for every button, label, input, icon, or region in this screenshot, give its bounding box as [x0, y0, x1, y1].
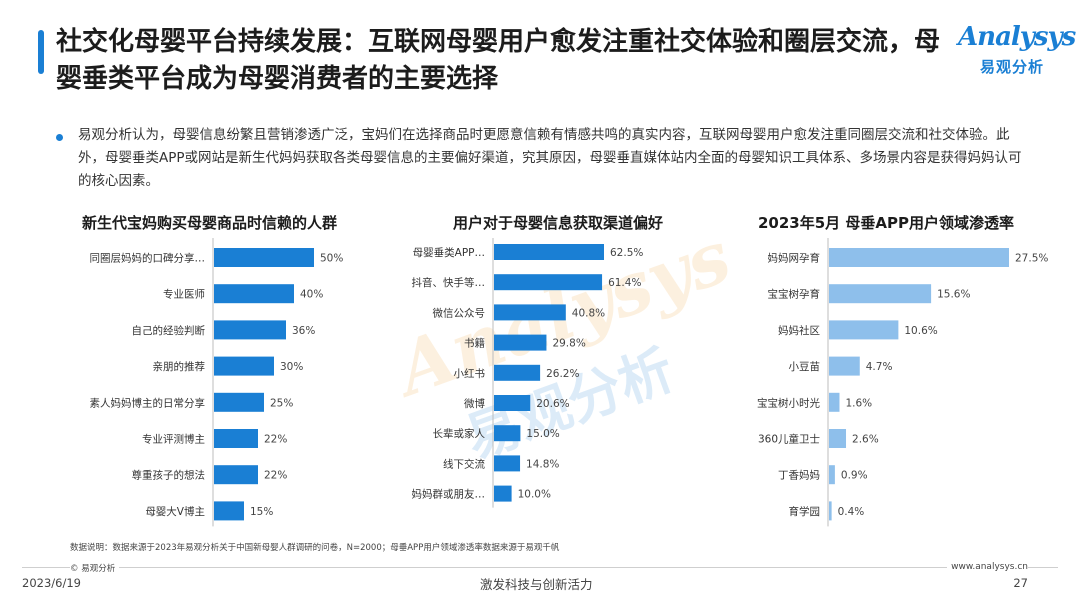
data-label: 2.6%	[852, 434, 879, 446]
footer-divider	[22, 567, 1058, 568]
category-label: 微博	[464, 397, 485, 410]
bar	[829, 465, 835, 485]
data-label: 4.7%	[866, 361, 893, 373]
bullet-icon	[56, 134, 63, 141]
data-label: 1.6%	[845, 397, 872, 409]
bar	[494, 274, 603, 291]
bar	[214, 356, 274, 376]
data-label: 20.6%	[536, 398, 569, 410]
category-label: 丁香妈妈	[778, 469, 820, 482]
chart-trusted-groups-plot: 同圈层妈妈的口碑分享… 50% 专业医师 40% 自己的经验判断 36% 亲朋的推荐 30% 素…	[90, 238, 343, 527]
data-label: 15%	[250, 506, 273, 518]
data-label: 14.8%	[526, 458, 559, 470]
bar	[214, 465, 258, 485]
category-label: 亲朋的推荐	[153, 360, 206, 373]
bar	[494, 304, 566, 321]
data-label: 10.0%	[518, 489, 551, 501]
category-label: 线下交流	[443, 457, 485, 470]
data-label: 22%	[264, 434, 287, 446]
intro-paragraph: 易观分析认为，母婴信息纷繁且营销渗透广泛，宝妈们在选择商品时更愿意信赖有情感共鸣…	[78, 127, 1022, 189]
data-footnote: 数据说明：数据来源于2023年易观分析关于中国新母婴人群调研的问卷，N=2000…	[70, 543, 560, 553]
category-label: 抖音、快手等…	[412, 276, 486, 289]
category-label: 母婴垂类APP…	[413, 246, 485, 259]
data-label: 62.5%	[610, 247, 643, 259]
page-number: 27	[1013, 576, 1028, 590]
data-label: 10.6%	[904, 325, 937, 337]
data-label: 40.8%	[572, 307, 605, 319]
category-label: 素人妈妈博主的日常分享	[90, 396, 206, 409]
chart-title: 用户对于母婴信息获取渠道偏好	[453, 214, 664, 232]
bar	[829, 501, 832, 521]
category-label: 母婴大V博主	[145, 505, 205, 518]
brand-logo: Analysys 易观分析	[958, 22, 1076, 82]
footer-slogan: 激发科技与创新活力	[480, 577, 593, 592]
data-label: 15.0%	[526, 428, 559, 440]
bar	[214, 284, 294, 304]
bar	[829, 429, 847, 448]
category-label: 同圈层妈妈的口碑分享…	[90, 252, 206, 265]
page-title: 社交化母婴平台持续发展：互联网母婴用户愈发注重社交体验和圈层交流，母婴垂类平台成…	[56, 27, 941, 94]
bar	[494, 334, 547, 351]
data-label: 22%	[264, 470, 287, 482]
bar	[829, 284, 932, 304]
bar	[829, 320, 899, 340]
data-label: 25%	[270, 397, 293, 409]
data-label: 40%	[300, 289, 323, 301]
category-label: 自己的经验判断	[132, 324, 206, 337]
category-label: 宝宝树小时光	[757, 396, 820, 409]
footer-copyright: © 易观分析	[70, 562, 120, 574]
bar	[829, 248, 1009, 267]
category-label: 小豆苗	[789, 361, 821, 373]
category-label: 专业医师	[163, 288, 205, 301]
data-label: 0.9%	[841, 470, 868, 482]
footer-website: www.analysys.cn	[947, 562, 1028, 572]
bar	[494, 364, 541, 381]
data-label: 50%	[320, 253, 343, 265]
bar	[494, 395, 531, 411]
chart-title: 2023年5月 母垂APP用户领域渗透率	[758, 214, 1015, 232]
category-label: 宝宝树孕育	[768, 288, 821, 301]
category-label: 微信公众号	[433, 306, 486, 319]
category-label: 妈妈社区	[778, 324, 820, 337]
category-label: 妈妈群或朋友…	[412, 488, 486, 501]
bar	[214, 320, 286, 340]
data-label: 27.5%	[1015, 253, 1048, 265]
logo-wordmark: Analysys	[958, 22, 1076, 52]
data-label: 36%	[292, 325, 315, 337]
category-label: 长辈或家人	[433, 427, 486, 440]
category-label: 书籍	[464, 337, 485, 350]
category-label: 专业评测博主	[142, 433, 205, 446]
category-label: 尊重孩子的想法	[132, 469, 206, 482]
category-label: 小红书	[454, 367, 486, 380]
data-label: 15.6%	[937, 289, 970, 301]
data-label: 26.2%	[546, 368, 579, 380]
bar	[829, 392, 840, 412]
footer-date: 2023/6/19	[22, 576, 81, 590]
bar	[214, 248, 314, 267]
bar	[494, 244, 604, 260]
category-label: 妈妈网孕育	[768, 252, 821, 265]
bar	[214, 429, 258, 448]
data-label: 61.4%	[608, 277, 641, 289]
data-label: 29.8%	[552, 338, 585, 350]
bar	[494, 455, 521, 472]
chart-title: 新生代宝妈购买母婴商品时信赖的人群	[82, 214, 338, 232]
chart-app-penetration-plot: 妈妈网孕育 27.5% 宝宝树孕育 15.6% 妈妈社区 10.6% 小豆苗 4.7% 宝宝树小…	[757, 238, 1048, 527]
chart-info-channels-plot: 母婴垂类APP… 62.5% 抖音、快手等… 61.4% 微信公众号 40.8% 书籍 29.…	[412, 238, 643, 508]
bar	[214, 501, 244, 521]
title-accent-bar	[38, 30, 44, 74]
bar	[494, 425, 521, 442]
category-label: 育学园	[789, 505, 821, 518]
data-label: 0.4%	[838, 506, 865, 518]
logo-chinese-name: 易观分析	[980, 58, 1045, 76]
category-label: 360儿童卫士	[758, 433, 820, 446]
bar	[494, 485, 512, 502]
data-label: 30%	[280, 361, 303, 373]
bar	[829, 356, 860, 376]
bar	[214, 392, 264, 412]
